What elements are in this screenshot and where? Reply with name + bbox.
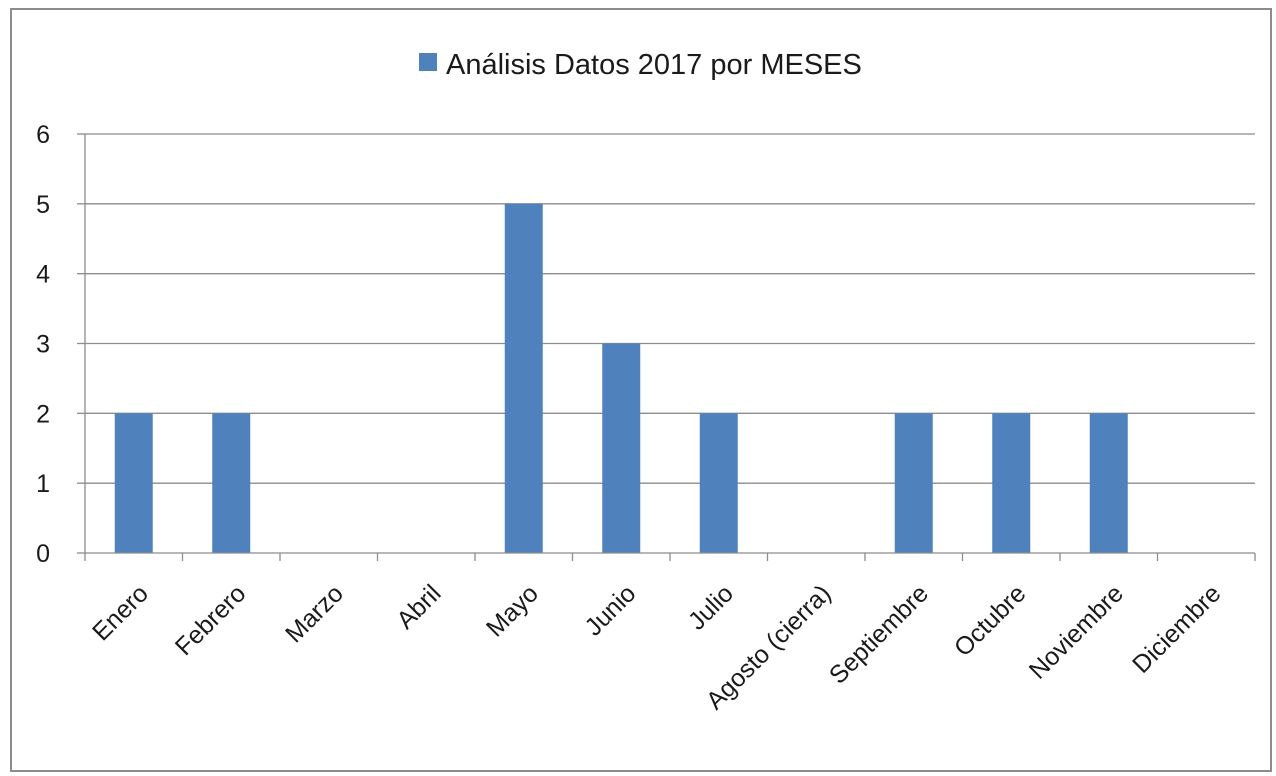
bar-noviembre [1089,413,1128,553]
x-tick-label: Julio [683,579,739,635]
x-tick-label: Mayo [481,579,544,642]
y-tick-label: 4 [36,261,50,289]
legend: Análisis Datos 2017 por MESES [419,49,862,81]
y-tick-label: 6 [36,121,50,149]
bar-febrero [212,413,251,553]
x-tick-label: Diciembre [1127,579,1226,678]
legend-swatch [419,53,437,71]
y-tick-label: 3 [36,331,50,359]
bar-octubre [992,413,1031,553]
x-tick-label: Septiembre [824,579,934,689]
y-axis: 0 1 2 3 4 5 6 [36,121,86,568]
x-tick-label: Octubre [949,579,1032,662]
x-axis: Enero Febrero Marzo Abril Mayo Junio JulioAgos… [84,552,1256,715]
chart-frame [10,8,1272,772]
y-tick-label: 5 [36,191,50,219]
y-tick-label: 2 [36,400,50,428]
bar-septiembre [894,413,933,553]
gridlines [85,133,1255,484]
x-tick-label: Febrero [170,579,252,661]
x-tick-label: Enero [87,579,154,646]
bars [114,203,1128,554]
bar-junio [602,343,641,553]
bar-mayo [504,203,543,554]
y-tick-label: 1 [36,470,50,498]
x-tick-label: Junio [579,579,641,641]
legend-label: Análisis Datos 2017 por MESES [446,49,862,81]
y-tick-label: 0 [36,540,50,568]
x-tick-label: Noviembre [1024,579,1129,684]
bar-enero [114,413,153,553]
x-tick-label: Abril [391,579,446,634]
x-tick-label: Marzo [280,579,349,648]
bar-julio [699,413,738,553]
